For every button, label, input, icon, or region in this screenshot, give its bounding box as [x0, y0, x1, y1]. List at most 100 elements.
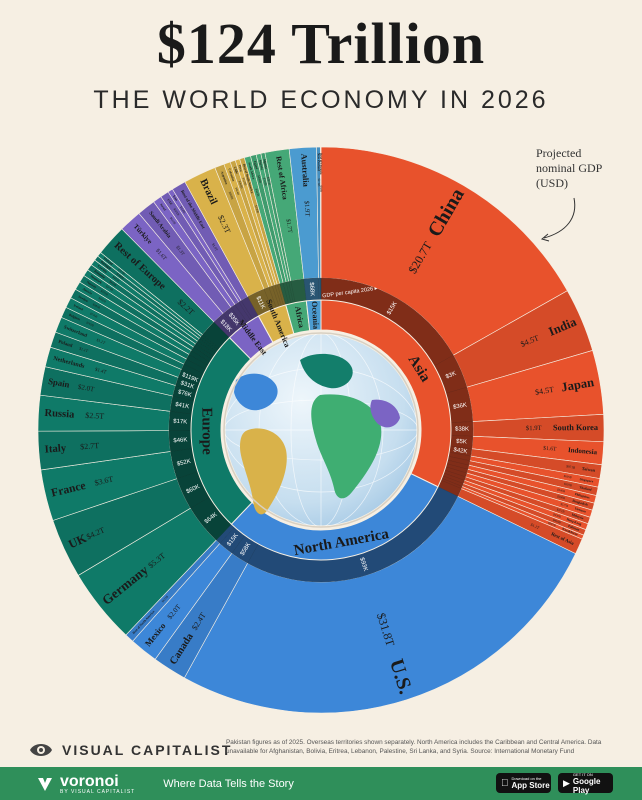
country-value-new-zealand: $276B [317, 178, 321, 186]
per-capita-label-russia: $17K [173, 419, 187, 426]
visual-capitalist-logo-icon [30, 744, 52, 756]
google-play-label: Google Play [572, 776, 601, 795]
tagline: Where Data Tells the Story [163, 777, 294, 790]
country-value-egypt: $400B [257, 175, 263, 184]
per-capita-label-japan: $36K [453, 403, 468, 411]
per-capita-label-switzerland: $119K [181, 372, 199, 384]
country-label-hong-kong: Hong Kong [566, 517, 582, 526]
country-value-south-korea: $1.9T [526, 425, 542, 432]
region-ring [190, 299, 452, 561]
voronoi-logo[interactable]: voronoi BY VISUAL CAPITALIST [36, 773, 135, 795]
country-value-colombia: $464B [234, 187, 240, 196]
country-value-singapore: $605B [563, 474, 572, 479]
country-value-rest-of-asia: $1.1T [530, 523, 541, 531]
country-label-spain: Spain [48, 376, 71, 390]
note-arrow-head [540, 233, 550, 242]
country-value-italy: $2.7T [80, 441, 100, 451]
country-value-malaysia: $471B [556, 507, 565, 513]
country-label-romania: Romania [93, 269, 106, 280]
note-arrow [543, 197, 576, 239]
country-label-israel: Israel [159, 203, 167, 212]
country-label-sweden: Sweden [77, 294, 88, 303]
country-label-italy: Italy [44, 442, 67, 456]
region-label-europe: Europe [198, 407, 214, 455]
per-capita-label-poland: $31K [180, 380, 195, 390]
country-value-denmark: $474B [105, 284, 114, 292]
country-label-algeria: Algeria [262, 158, 268, 169]
page-subtitle: THE WORLD ECONOMY IN 2026 [93, 86, 549, 114]
country-label-denmark: Denmark [90, 274, 103, 285]
country-value-indonesia: $1.6T [543, 445, 557, 453]
brand-name: VISUAL CAPITALIST [62, 742, 233, 758]
per-capita-label-spain: $41K [175, 402, 190, 410]
visual-capitalist-brand: VISUAL CAPITALIST [28, 738, 232, 762]
country-label-taiwan: Taiwan [582, 466, 597, 473]
per-capita-label-u-s: $93K [358, 557, 368, 572]
google-play-small-label: GET IT ON [572, 771, 593, 777]
country-value-iran: $356B [179, 205, 187, 214]
per-capita-label-netherlands: $76K [177, 389, 192, 398]
per-capita-label-australia: $68K [308, 282, 315, 296]
country-label-thailand: Thailand [579, 485, 592, 492]
country-value-vietnam: $517B [560, 502, 569, 508]
country-value-rest-of-the-middle-east: $1.0T [211, 243, 219, 253]
country-value-chile: $366B [238, 180, 244, 189]
country-ring [37, 146, 605, 714]
voronoi-name: voronoi [60, 772, 119, 790]
country-label-austria: Austria [82, 287, 93, 296]
country-label-malaysia: Malaysia [571, 512, 584, 520]
globe-europe [300, 353, 353, 389]
country-value-taiwan: $971B [566, 464, 576, 469]
projected-gdp-note: Projected nominal GDP (USD) [536, 146, 602, 190]
country-label-kazakhstan: Kazakhstan [562, 527, 579, 537]
per-capita-label-indonesia: $5K [456, 439, 467, 446]
country-value-switzerland: $1.1T [96, 338, 107, 345]
country-value-japan: $4.5T [534, 385, 554, 397]
country-label-australia: Australia [299, 153, 310, 188]
country-value-algeria: $285B [266, 176, 272, 185]
country-label-singapore: Singapore [579, 477, 594, 484]
country-label-peru: Peru [238, 165, 244, 173]
country-value-netherlands: $1.4T [94, 368, 106, 376]
google-play-button[interactable]: ▶ GET IT ON Google Play [558, 771, 613, 795]
globe-south-america [240, 428, 287, 515]
country-label-belgium: Belgium [68, 313, 81, 322]
globe-middle-east [370, 399, 400, 428]
footnote: Pakistan figures as of 2025. Overseas te… [226, 739, 602, 755]
country-label-rest-of-oceania: Rest of Oceania [319, 153, 323, 175]
per-capita-label-taiwan: $42K [453, 447, 468, 455]
country-value-rest-of-south-america: $336B [254, 205, 260, 214]
region-label-africa: Africa [293, 305, 306, 328]
voronoi-logo-icon [38, 777, 52, 791]
region-label-oceania: Oceania [310, 301, 321, 329]
country-value-spain: $2.0T [77, 383, 95, 394]
country-value-russia: $2.5T [85, 411, 105, 421]
country-label-norway: Norway [86, 280, 98, 289]
country-value-south-africa: $445B [254, 188, 260, 197]
country-value-argentina: $668B [228, 191, 235, 200]
play-icon: ▶ [563, 777, 570, 788]
country-value-sweden: $681B [92, 302, 101, 309]
country-value-uae: $601B [173, 207, 181, 216]
country-label-indonesia: Indonesia [568, 446, 598, 456]
country-value-portugal: $340B [116, 272, 125, 280]
country-value-finland: $319B [117, 268, 126, 276]
voronoi-byline: BY VISUAL CAPITALIST [60, 788, 136, 795]
country-label-poland: Poland [58, 340, 74, 349]
country-label-finland: Finland [103, 256, 114, 266]
per-capita-label-brazil: $11K [254, 295, 265, 310]
country-label-nigeria: Nigeria [258, 159, 264, 170]
country-value-bangladesh: $500B [557, 494, 566, 500]
globe-illustration [222, 331, 420, 529]
country-value-rest-of-north-america: $633B [161, 595, 169, 604]
per-capita-label-south-korea: $38K [455, 427, 469, 433]
country-label-colombia: Colombia [227, 168, 235, 182]
app-store-button[interactable]:  Download on the App Store [496, 773, 551, 793]
country-label-iran: Iran [172, 194, 179, 201]
country-value-belgium: $762B [86, 321, 95, 328]
app-store-small-label: Download on the [504, 776, 542, 781]
country-value-peru: $320B [241, 177, 247, 186]
country-label-south-africa: South Africa [247, 162, 255, 180]
per-capita-label-india: $3K [445, 371, 457, 381]
